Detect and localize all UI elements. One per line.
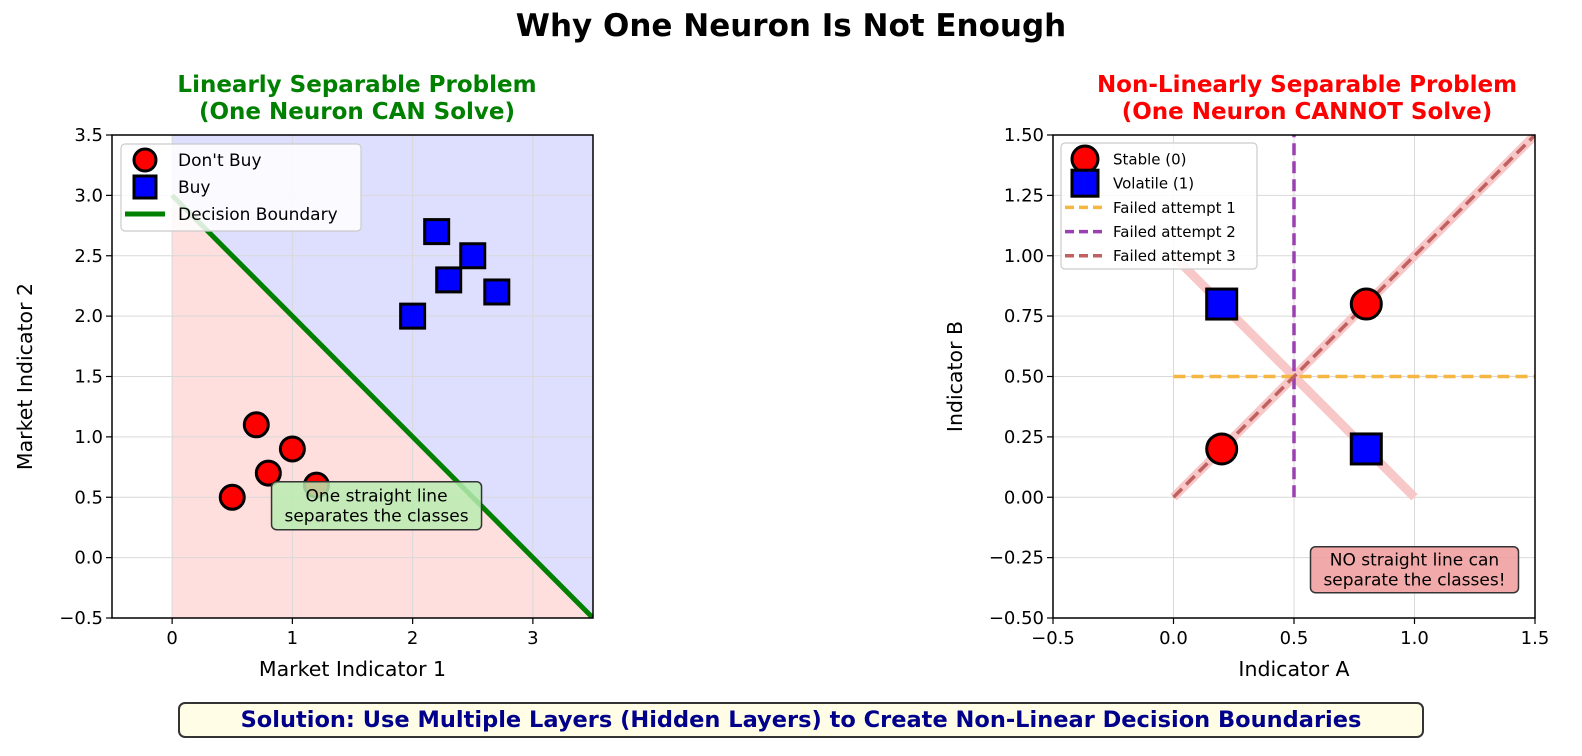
legend-stable-0-: Stable (0) [1070, 144, 1187, 174]
x-tick-label: 0.0 [1159, 628, 1188, 649]
chart-1: 0 1 2 3 −0.5 0.0 0.5 1.0 1.5 2.0 2.5 3.0 3.5 Market I… [13, 125, 594, 681]
legend-buy: Buy [132, 174, 211, 200]
x-axis-label: Market Indicator 1 [259, 657, 446, 681]
legend-decision-boundary: Decision Boundary [125, 205, 338, 225]
line-failed-attempt-3 [1172, 135, 1535, 499]
y-tick-label: 3.0 [74, 185, 103, 206]
main-title: Why One Neuron Is Not Enough [515, 8, 1067, 44]
y-tick-label: 1.00 [1004, 246, 1044, 267]
point-volatile-1--1 [1205, 287, 1239, 321]
legend-frame [120, 143, 362, 232]
x-tick-label: 1.0 [1400, 628, 1429, 649]
y-tick-label: 0.00 [1004, 487, 1044, 508]
legend-don-t-buy: Don't Buy [132, 147, 262, 173]
legend-stable-0--marker [1070, 144, 1100, 174]
y-tick-label: 0.50 [1004, 367, 1044, 388]
right-chart-title: Non-Linearly Separable Problem (One Neur… [1062, 72, 1552, 126]
x-tick-label: 3 [527, 628, 538, 649]
point-don-t-buy-1 [218, 483, 246, 511]
point-buy-2 [423, 218, 451, 246]
y-tick-label: 0.0 [74, 548, 103, 569]
y-tick-label: 0.75 [1004, 306, 1044, 327]
right-chart-title-line-2: (One Neuron CANNOT Solve) [1121, 99, 1493, 125]
annotation-text-line: One straight line [306, 487, 448, 507]
y-tick-label: 1.0 [74, 427, 103, 448]
x-axis-label: Indicator A [1238, 657, 1349, 681]
point-don-t-buy-2 [242, 411, 270, 439]
x-tick-label: 2 [407, 628, 418, 649]
y-tick-label: 3.5 [74, 125, 103, 146]
legend-volatile-1--label: Volatile (1) [1113, 175, 1194, 193]
point-stable-0--2 [1349, 287, 1383, 321]
legend-buy-marker [132, 174, 158, 200]
annotation-text-line: NO straight line can [1330, 551, 1499, 571]
left-chart-title-line-1: Linearly Separable Problem [177, 72, 537, 98]
line-decision-boundary [170, 193, 593, 618]
point-volatile-1--2 [1349, 432, 1383, 466]
point-stable-0--1 [1205, 432, 1239, 466]
legend-failed-attempt-3: Failed attempt 3 [1065, 247, 1236, 265]
y-tick-label: −0.5 [59, 608, 103, 629]
legend-decision-boundary-label: Decision Boundary [178, 205, 338, 225]
y-tick-label: 1.5 [74, 367, 103, 388]
y-tick-label: 1.50 [1004, 125, 1044, 146]
y-tick-label: 0.25 [1004, 427, 1044, 448]
annotation-background [1309, 545, 1520, 594]
chart-2: −0.5 0.0 0.5 1.0 1.5 −0.50 −0.25 0.00 0.25 0.50 0.… [943, 125, 1549, 681]
point-buy-1 [399, 302, 427, 330]
legend-don-t-buy-marker [132, 147, 158, 173]
left-chart-title-line-2: (One Neuron CAN Solve) [198, 99, 516, 125]
y-axis-label: Indicator B [943, 321, 967, 432]
legend-frame [1060, 142, 1258, 270]
legend: Stable (0) Volatile (1) Failed attempt 1 Fa… [1060, 142, 1258, 270]
legend-failed-attempt-3-label: Failed attempt 3 [1113, 247, 1236, 265]
legend-volatile-1--marker [1070, 168, 1100, 198]
x-tick-label: 1 [287, 628, 298, 649]
x-tick-label: 0 [166, 628, 177, 649]
point-buy-3 [435, 266, 463, 294]
legend-failed-attempt-2: Failed attempt 2 [1065, 223, 1236, 241]
legend-buy-label: Buy [178, 178, 211, 198]
legend-failed-attempt-1: Failed attempt 1 [1065, 199, 1236, 217]
y-tick-label: 2.0 [74, 306, 103, 327]
legend-failed-attempt-2-label: Failed attempt 2 [1113, 223, 1236, 241]
x-tick-label: −0.5 [1031, 628, 1075, 649]
point-buy-4 [459, 242, 487, 270]
legend: Don't Buy Buy Decision Boundary [120, 143, 362, 232]
footer-banner: Solution: Use Multiple Layers (Hidden La… [178, 702, 1424, 738]
y-tick-label: 1.25 [1004, 185, 1044, 206]
annotation-text-line: separates the classes [284, 507, 468, 527]
right-chart-title-line-1: Non-Linearly Separable Problem [1096, 72, 1518, 98]
legend-volatile-1-: Volatile (1) [1070, 168, 1194, 198]
x-tick-label: 0.5 [1280, 628, 1309, 649]
point-buy-5 [483, 278, 511, 306]
y-tick-label: 2.5 [74, 246, 103, 267]
y-tick-label: −0.25 [989, 548, 1044, 569]
y-axis-label: Market Indicator 2 [13, 283, 37, 470]
left-chart-title: Linearly Separable Problem (One Neuron C… [112, 72, 602, 126]
y-tick-label: 0.5 [74, 487, 103, 508]
legend-failed-attempt-1-label: Failed attempt 1 [1113, 199, 1236, 217]
legend-stable-0--label: Stable (0) [1113, 150, 1187, 168]
x-tick-label: 1.5 [1521, 628, 1550, 649]
legend-don-t-buy-label: Don't Buy [178, 151, 262, 171]
annotation-text-line: separate the classes! [1323, 571, 1505, 591]
y-tick-label: −0.50 [989, 608, 1044, 629]
point-don-t-buy-4 [278, 435, 306, 463]
point-don-t-buy-3 [254, 459, 282, 487]
annotation-background [270, 480, 483, 531]
